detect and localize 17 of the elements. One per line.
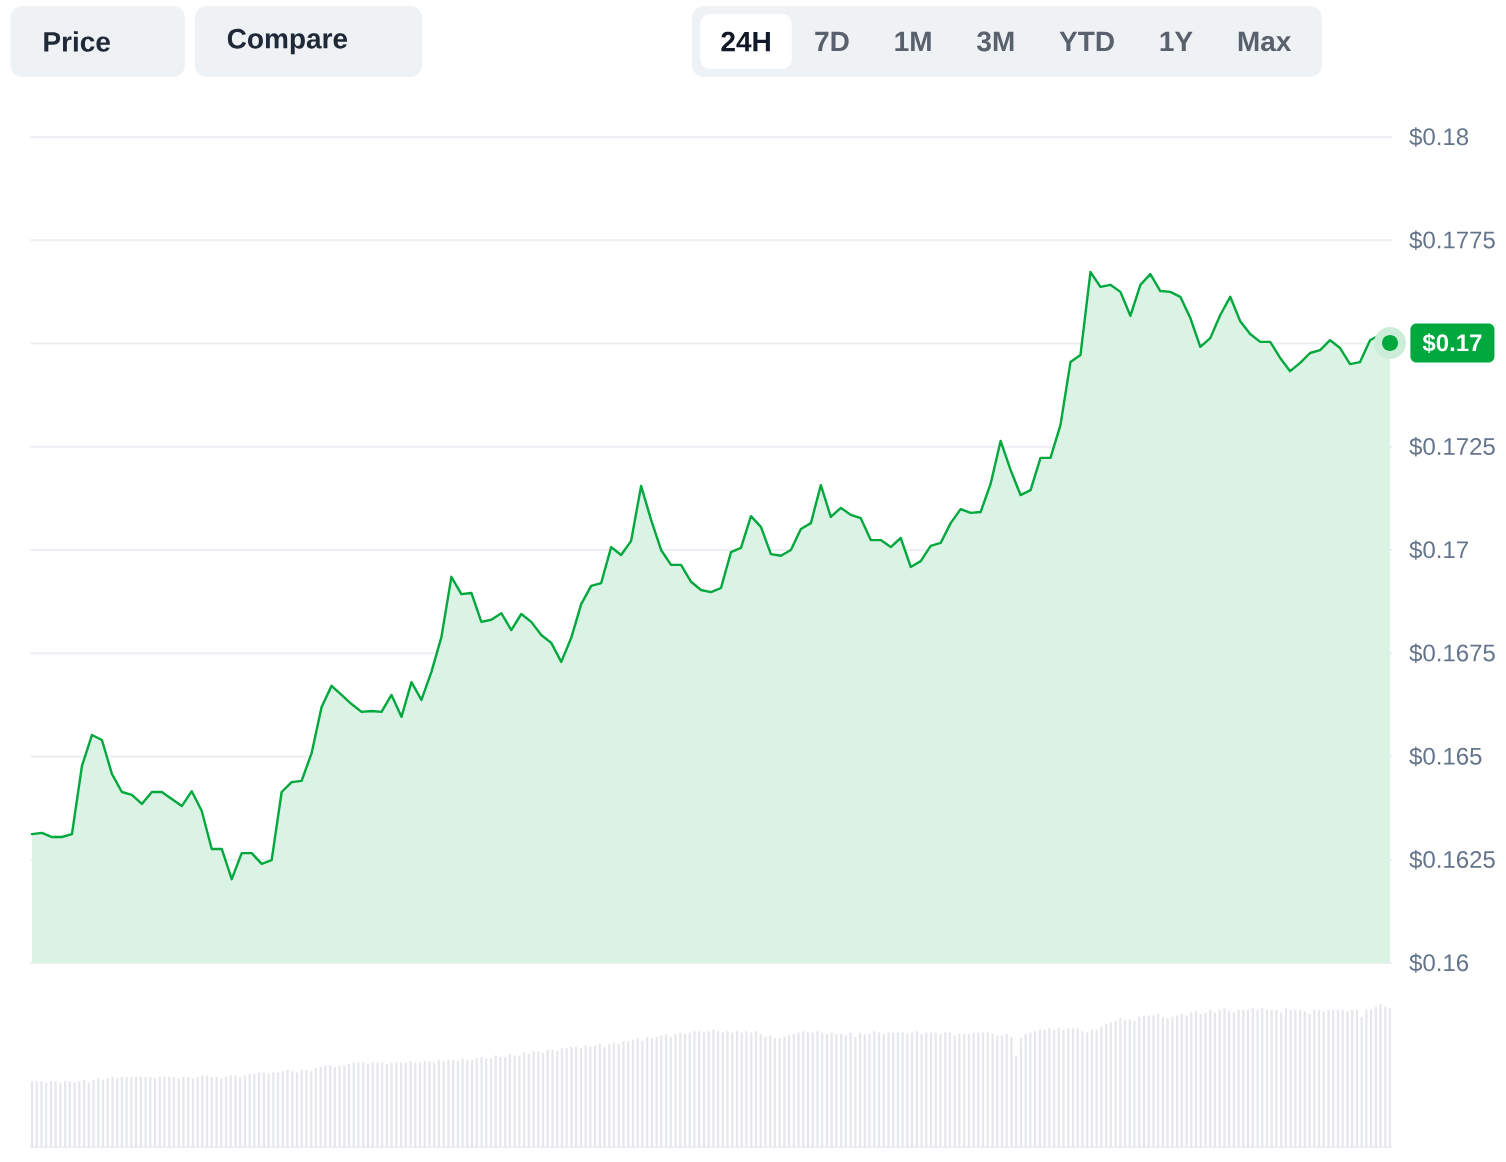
y-tick-label: $0.17 [1409, 540, 1468, 560]
text: Max [1238, 31, 1292, 52]
y-tick-label: $0.1675 [1409, 643, 1495, 663]
y-tick-label: $0.1775 [1409, 230, 1495, 250]
y-tick-label: $0.1625 [1409, 850, 1495, 870]
y-tick-label: $0.1725 [1409, 437, 1495, 457]
text: 24H [721, 31, 770, 52]
text: Compare [227, 28, 348, 55]
y-tick-label: $0.16 [1409, 953, 1469, 973]
text: 1M [895, 31, 931, 52]
text: 1Y [1160, 31, 1193, 52]
text: YTD [1059, 31, 1114, 52]
text: Price [44, 31, 110, 52]
y-tick-label: $0.18 [1409, 127, 1469, 147]
text: 7D [815, 31, 849, 52]
y-tick-label: $0.165 [1409, 746, 1482, 767]
text: 3M [976, 31, 1014, 52]
